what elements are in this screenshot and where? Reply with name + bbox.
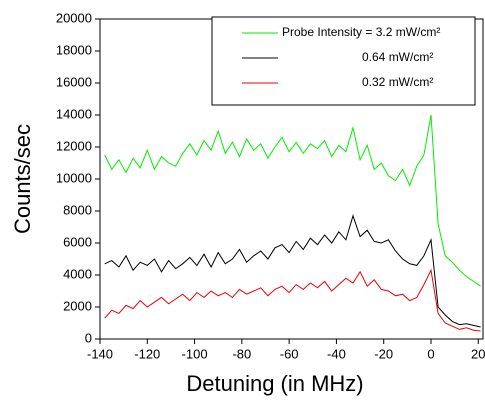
x-tick-label: -80: [232, 346, 251, 361]
x-axis-label: Detuning (in MHz): [186, 371, 363, 396]
x-tick-label: -100: [182, 346, 208, 361]
legend-label: 0.64 mW/cm²: [362, 50, 433, 64]
x-tick-label: -20: [374, 346, 393, 361]
x-tick-label: -140: [87, 346, 113, 361]
legend-box: [211, 16, 476, 106]
y-tick-label: 12000: [56, 138, 92, 153]
legend-label: Probe Intensity = 3.2 mW/cm²: [282, 25, 440, 39]
y-tick-label: 2000: [63, 298, 92, 313]
x-tick-label: -120: [134, 346, 160, 361]
y-axis-label: Counts/sec: [10, 124, 35, 234]
y-tick-label: 4000: [63, 266, 92, 281]
x-tick-label: -60: [280, 346, 299, 361]
legend-label: 0.32 mW/cm²: [362, 75, 433, 89]
series-line: [104, 268, 481, 332]
y-tick-label: 20000: [56, 10, 92, 25]
y-tick-label: 0: [85, 330, 92, 345]
series-line: [104, 114, 481, 287]
x-tick-label: -40: [327, 346, 346, 361]
y-tick-label: 18000: [56, 42, 92, 57]
x-tick-label: 0: [427, 346, 434, 361]
y-tick-label: 6000: [63, 234, 92, 249]
y-tick-label: 10000: [56, 170, 92, 185]
y-tick-label: 8000: [63, 202, 92, 217]
y-tick-label: 14000: [56, 106, 92, 121]
series-line: [104, 214, 481, 328]
x-tick-label: 20: [471, 346, 485, 361]
y-tick-label: 16000: [56, 74, 92, 89]
